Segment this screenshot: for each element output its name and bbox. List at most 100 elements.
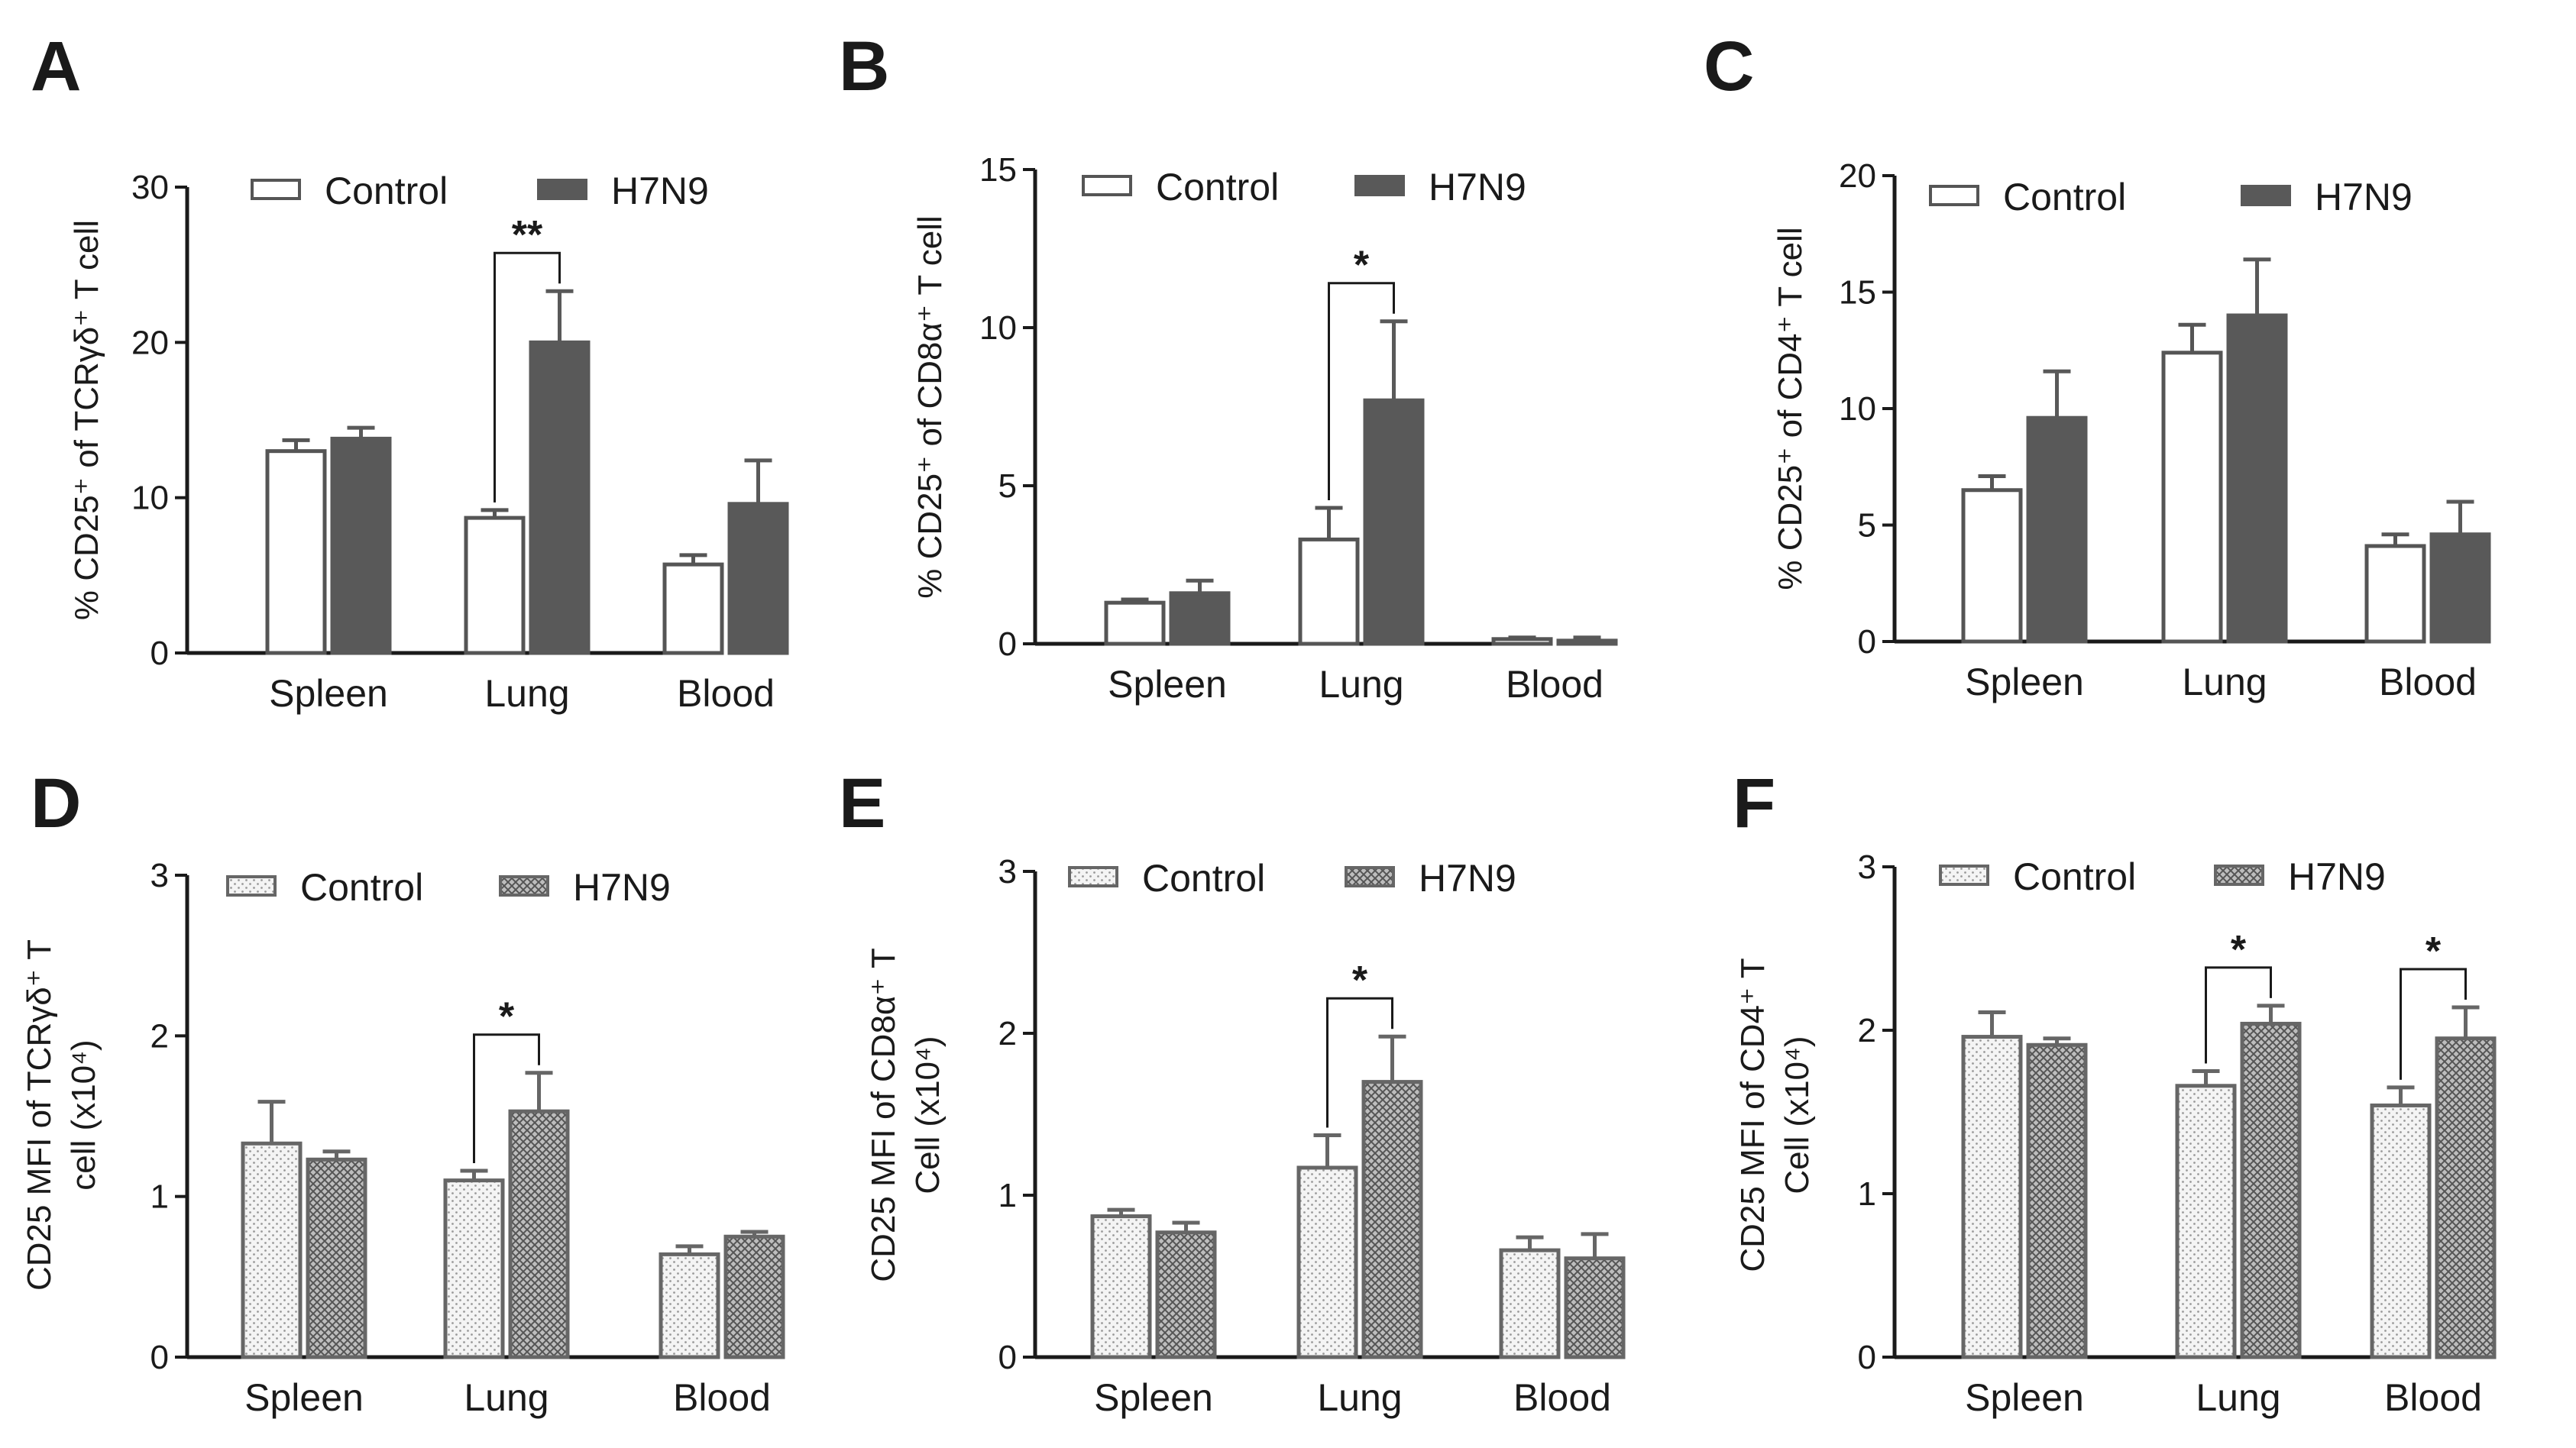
- legend-label-h7n9: H7N9: [1429, 166, 1526, 208]
- bar-h7n9-blood: [727, 502, 789, 655]
- y-tick-label: 30: [131, 169, 169, 206]
- significance-label: **: [512, 213, 543, 257]
- category-label: Spleen: [1965, 661, 2084, 703]
- legend-swatch-control: [1939, 865, 1989, 886]
- y-tick-label: 0: [150, 635, 169, 672]
- y-tick-label: 0: [998, 625, 1017, 663]
- y-tick-label: 2: [998, 1015, 1017, 1052]
- y-tick-label: 5: [1858, 507, 1876, 545]
- significance-bracket: [1326, 997, 1393, 1128]
- bar-control-spleen: [1104, 600, 1166, 646]
- significance-label: *: [1352, 958, 1368, 1003]
- category-label: Lung: [2196, 1376, 2280, 1419]
- category-label: Blood: [2384, 1376, 2482, 1419]
- y-axis-label: % CD25⁺ of TCRγδ⁺ T cell: [68, 220, 105, 620]
- bar-control-spleen: [265, 449, 327, 655]
- significance-label: *: [499, 995, 515, 1039]
- bar-h7n9-lung: [508, 1109, 570, 1359]
- y-tick-label: 1: [150, 1178, 169, 1216]
- legend-label-h7n9: H7N9: [2288, 855, 2386, 898]
- y-tick-label: 1: [1858, 1175, 1876, 1213]
- bar-h7n9-spleen: [306, 1157, 367, 1359]
- bar-h7n9-blood: [1556, 638, 1618, 646]
- y-tick-label: 10: [1839, 390, 1876, 428]
- y-axis-label: CD25 MFI of CD4⁺ T: [1734, 958, 1772, 1272]
- y-tick-label: 0: [1858, 1339, 1876, 1376]
- legend-label-control: Control: [300, 866, 423, 909]
- legend-swatch-h7n9: [499, 875, 549, 897]
- bar-control-spleen: [1961, 1035, 2023, 1359]
- category-label: Lung: [464, 1376, 549, 1419]
- bar-h7n9-spleen: [330, 436, 392, 655]
- bar-h7n9-lung: [529, 340, 591, 655]
- legend-label-control: Control: [2013, 855, 2136, 898]
- legend-swatch-h7n9: [1354, 175, 1405, 196]
- y-axis-label: CD25 MFI of TCRγδ⁺ T: [21, 939, 58, 1291]
- legend-label-control: Control: [1156, 166, 1279, 208]
- category-label: Blood: [1506, 663, 1604, 706]
- category-label: Blood: [673, 1376, 771, 1419]
- panel-letter: F: [1733, 764, 1775, 842]
- bar-control-spleen: [1961, 488, 2023, 644]
- y-axis-label: Cell (x10⁴): [1778, 1036, 1816, 1194]
- category-label: Spleen: [1108, 663, 1227, 706]
- bar-control-lung: [1296, 1165, 1358, 1359]
- bar-control-lung: [1298, 537, 1360, 646]
- y-tick-label: 0: [150, 1339, 169, 1376]
- bar-h7n9-lung: [2226, 313, 2288, 644]
- y-axis-label: CD25 MFI of CD8α⁺ T: [865, 948, 902, 1282]
- significance-bracket: [1328, 282, 1395, 500]
- bar-h7n9-blood: [2435, 1036, 2497, 1359]
- bar-control-spleen: [1090, 1214, 1152, 1359]
- bar-h7n9-lung: [2240, 1021, 2302, 1359]
- bar-control-spleen: [241, 1141, 303, 1359]
- significance-label: *: [2231, 928, 2247, 972]
- significance-bracket: [2205, 966, 2272, 1064]
- category-label: Blood: [2379, 661, 2477, 703]
- y-axis-label: % CD25⁺ of CD4⁺ T cell: [1772, 227, 1809, 590]
- legend-label-control: Control: [1142, 857, 1265, 900]
- significance-bracket: [2400, 968, 2467, 1080]
- legend-swatch-h7n9: [1345, 866, 1395, 887]
- panel-letter: E: [839, 764, 885, 842]
- bar-control-lung: [443, 1178, 505, 1359]
- y-tick-label: 1: [998, 1177, 1017, 1214]
- bar-control-blood: [2370, 1103, 2432, 1359]
- y-tick-label: 2: [150, 1017, 169, 1055]
- legend-swatch-h7n9: [2241, 185, 2291, 206]
- y-tick-label: 10: [131, 480, 169, 517]
- bar-h7n9-blood: [1564, 1256, 1626, 1359]
- legend-label-h7n9: H7N9: [2315, 176, 2413, 218]
- bar-control-blood: [662, 562, 724, 655]
- legend-swatch-control: [251, 179, 301, 200]
- category-label: Lung: [1317, 1376, 1402, 1419]
- legend-swatch-h7n9: [2214, 865, 2264, 886]
- y-tick-label: 3: [1858, 848, 1876, 886]
- bar-h7n9-spleen: [2026, 415, 2088, 644]
- y-tick-label: 15: [979, 151, 1017, 189]
- bar-control-blood: [1499, 1248, 1561, 1359]
- y-axis-label: % CD25⁺ of CD8α⁺ T cell: [911, 215, 949, 598]
- legend-swatch-h7n9: [537, 179, 587, 200]
- category-label: Lung: [484, 672, 569, 715]
- panel-b: B 0 5 10 15 % CD25⁺ of CD8α⁺ T cell Control H7N…: [839, 27, 1618, 706]
- legend-label-h7n9: H7N9: [1419, 857, 1516, 900]
- bar-control-blood: [2364, 544, 2426, 644]
- significance-label: *: [1354, 244, 1370, 288]
- significance-label: *: [2426, 929, 2442, 974]
- legend-swatch-control: [1929, 185, 1979, 206]
- category-label: Spleen: [244, 1376, 364, 1419]
- legend-label-h7n9: H7N9: [611, 170, 709, 212]
- y-tick-label: 10: [979, 309, 1017, 347]
- panel-letter: B: [839, 27, 889, 105]
- legend-swatch-control: [226, 875, 277, 897]
- y-axis-label: cell (x10⁴): [65, 1039, 102, 1190]
- y-axis-label: Cell (x10⁴): [909, 1036, 947, 1194]
- bar-h7n9-spleen: [1169, 591, 1231, 646]
- bar-control-lung: [2175, 1084, 2237, 1359]
- panel-a: A 0 10 20 30 % CD25⁺ of TCRγδ⁺ T cell Control H…: [31, 27, 789, 715]
- bar-control-blood: [1491, 637, 1553, 646]
- bar-h7n9-lung: [1363, 398, 1425, 646]
